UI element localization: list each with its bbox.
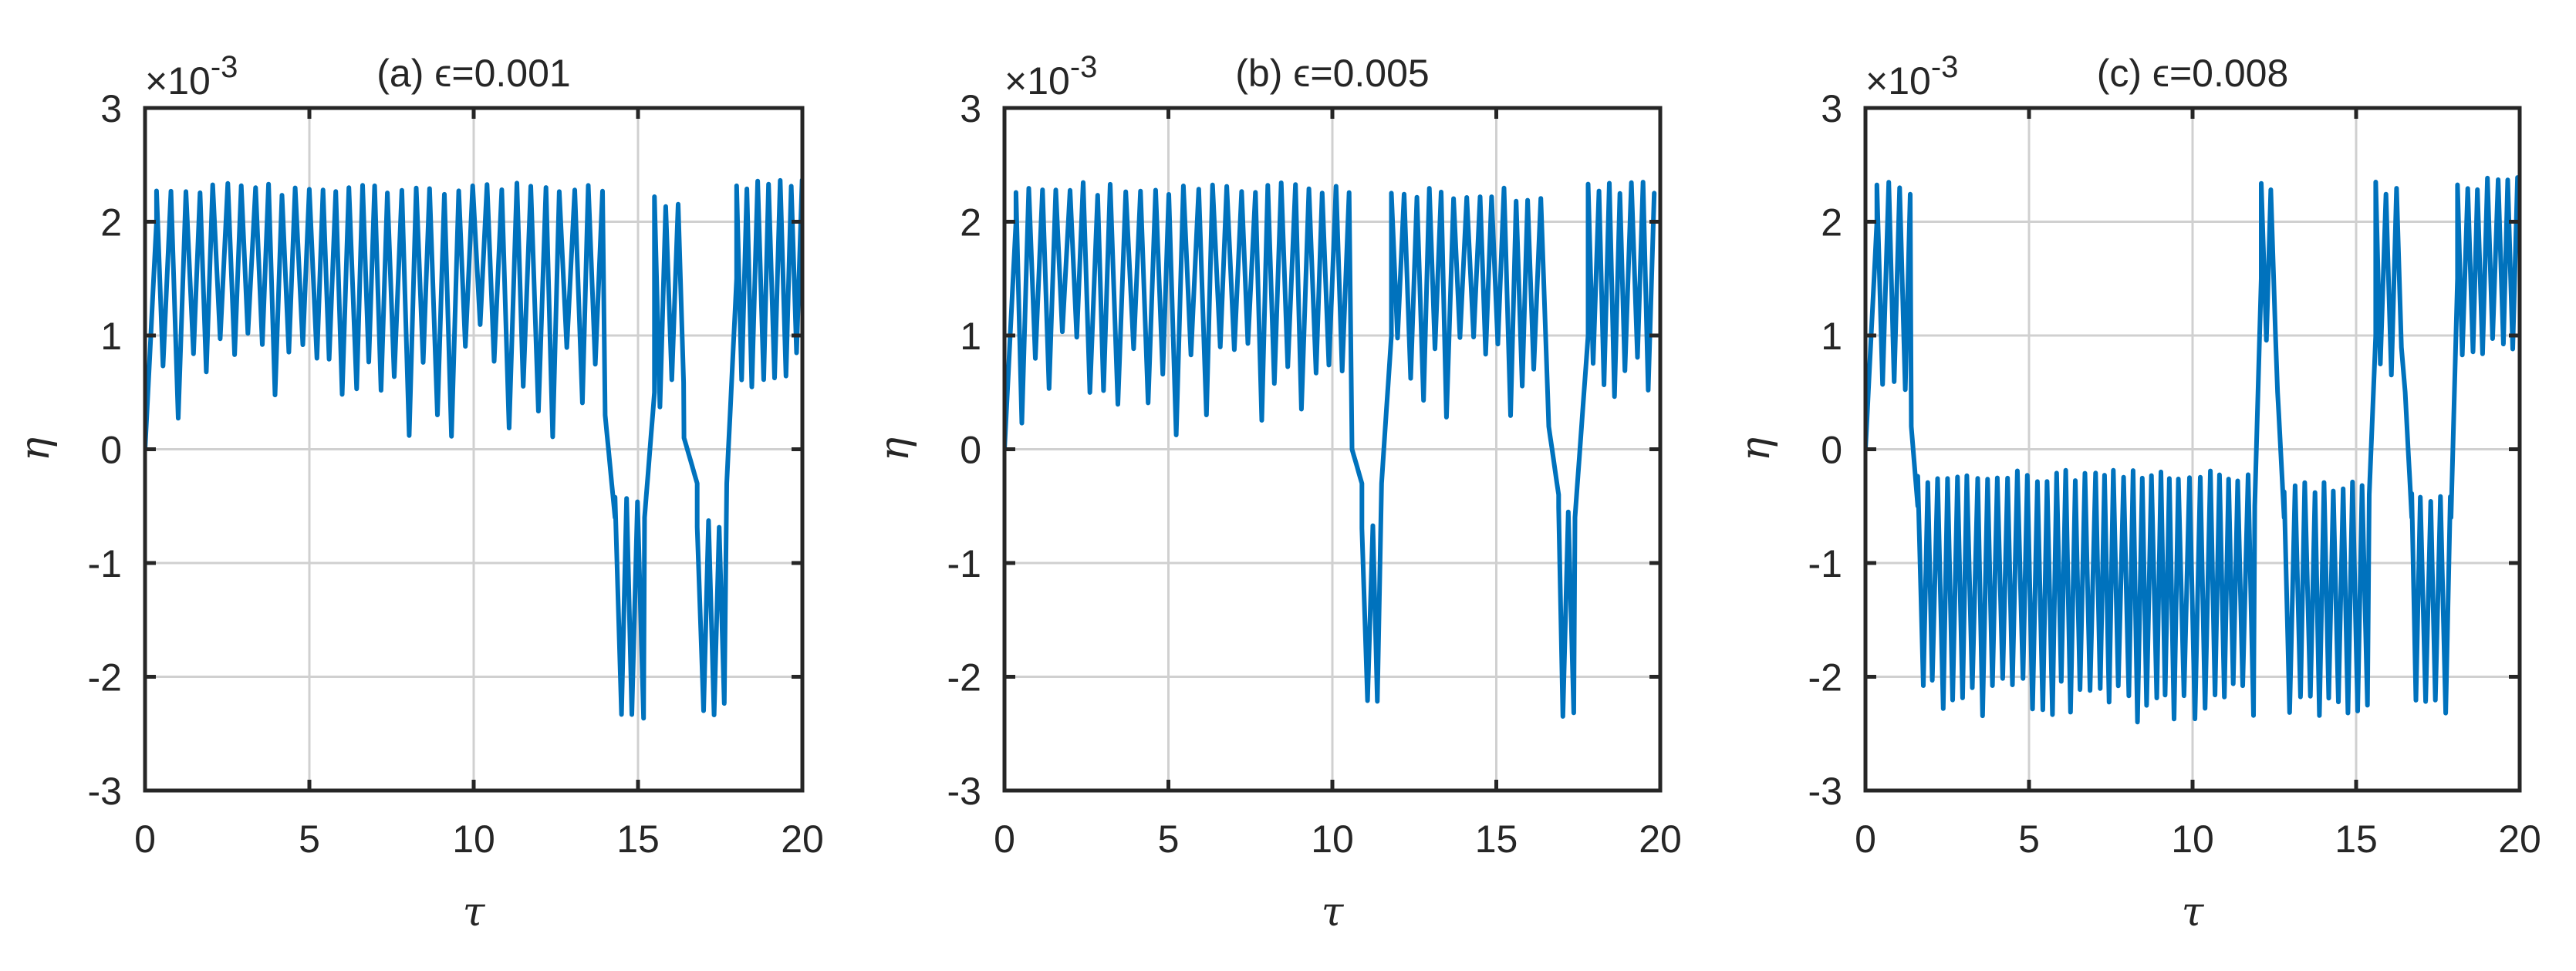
x-tick-label: 20 [781, 818, 824, 861]
y-axis-label: η [12, 437, 59, 461]
y-exponent-power: -3 [1070, 50, 1098, 84]
y-tick-label: 1 [960, 315, 981, 358]
y-tick-label: -2 [1808, 656, 1842, 700]
panel-title: (b) ϵ=0.005 [1235, 52, 1429, 95]
panel-title: (c) ϵ=0.008 [2097, 52, 2289, 95]
y-tick-label: 0 [1821, 429, 1842, 472]
x-tick-label: 15 [616, 818, 660, 861]
x-tick-label: 20 [2498, 818, 2541, 861]
panel-title: (a) ϵ=0.001 [376, 52, 570, 95]
y-exponent-power: -3 [211, 50, 238, 84]
x-tick-label: 5 [299, 818, 320, 861]
y-tick-label: -3 [88, 770, 122, 813]
y-tick-label: 0 [960, 429, 981, 472]
y-tick-label: -2 [88, 656, 122, 700]
y-axis-label: η [872, 437, 918, 461]
y-tick-label: 3 [960, 87, 981, 130]
y-exponent-label: ×10-3 [145, 50, 238, 103]
y-tick-label: -2 [947, 656, 981, 700]
x-tick-label: 10 [1311, 818, 1354, 861]
y-tick-label: -3 [947, 770, 981, 813]
y-tick-label: -1 [88, 542, 122, 585]
y-tick-label: -1 [947, 542, 981, 585]
x-axis-label: τ [1322, 889, 1345, 936]
y-tick-label: 1 [1821, 315, 1842, 358]
y-tick-label: 3 [100, 87, 122, 130]
x-tick-label: 0 [1855, 818, 1876, 861]
series-line [1865, 175, 2520, 725]
y-exponent-label: ×10-3 [1004, 50, 1097, 103]
y-tick-label: 0 [100, 429, 122, 472]
x-tick-label: 15 [1475, 818, 1518, 861]
x-axis-label: τ [463, 889, 486, 936]
x-axis-label: τ [2182, 889, 2205, 936]
y-exponent-power: -3 [1931, 50, 1959, 84]
y-tick-label: 2 [1821, 201, 1842, 244]
y-exponent-label: ×10-3 [1865, 50, 1958, 103]
x-tick-label: 10 [2171, 818, 2214, 861]
y-tick-label: -3 [1808, 770, 1842, 813]
y-tick-label: -1 [1808, 542, 1842, 585]
y-tick-label: 3 [1821, 87, 1842, 130]
series-line [145, 177, 802, 721]
y-tick-label: 1 [100, 315, 122, 358]
x-tick-label: 0 [134, 818, 156, 861]
x-tick-label: 10 [452, 818, 495, 861]
x-tick-label: 0 [994, 818, 1015, 861]
y-tick-label: 2 [960, 201, 981, 244]
y-axis-label: η [1733, 437, 1779, 461]
x-tick-label: 5 [1158, 818, 1180, 861]
x-tick-label: 15 [2335, 818, 2378, 861]
y-tick-label: 2 [100, 201, 122, 244]
x-tick-label: 5 [2018, 818, 2040, 861]
series-line [1004, 180, 1657, 719]
x-tick-label: 20 [1639, 818, 1682, 861]
